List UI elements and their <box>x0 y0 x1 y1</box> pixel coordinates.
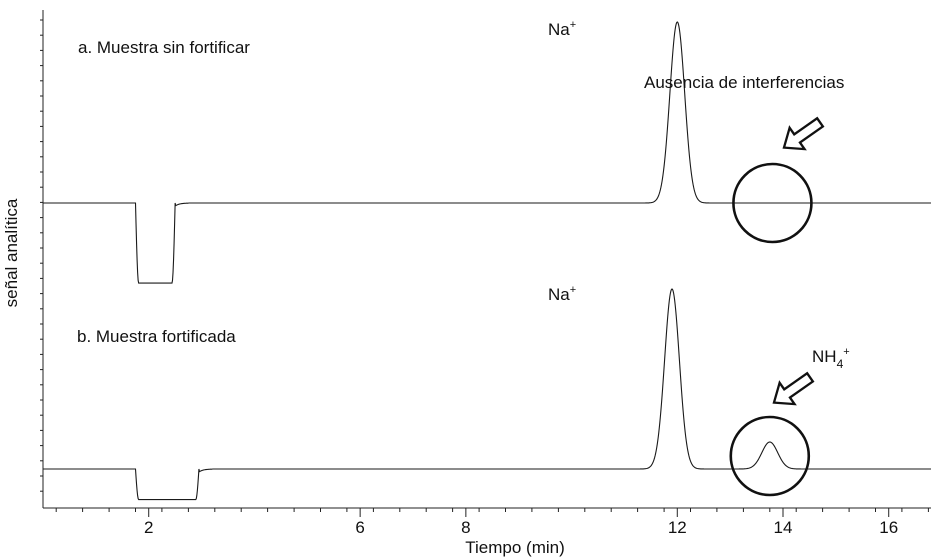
arrow-group <box>772 116 825 406</box>
x-tick-label: 12 <box>668 518 687 537</box>
pointer-arrow-b <box>772 371 815 406</box>
trace-a <box>43 21 931 284</box>
x-tick-label: 6 <box>355 518 364 537</box>
trace-b-label: b. Muestra fortificada <box>77 327 236 346</box>
peak-label-nh4: NH4+ <box>812 346 850 371</box>
highlight-circle-a <box>732 162 813 244</box>
x-tick-label: 8 <box>461 518 470 537</box>
x-tick-label: 14 <box>774 518 793 537</box>
highlight-circles <box>729 162 813 497</box>
x-tick-label: 2 <box>144 518 153 537</box>
x-axis-ticks: 2 6 8 12 14 16 <box>55 508 929 537</box>
annotation-no-interference: Ausencia de interferencias <box>644 73 844 92</box>
y-axis-title: señal analítica <box>2 198 21 307</box>
highlight-circle-b <box>729 415 811 497</box>
trace-b <box>43 288 931 501</box>
pointer-arrow-a <box>782 116 825 151</box>
y-axis-ticks <box>40 19 43 492</box>
x-tick-label: 16 <box>879 518 898 537</box>
trace-group <box>43 21 931 501</box>
trace-a-label: a. Muestra sin fortificar <box>78 38 250 57</box>
peak-label-na-a: Na+ <box>548 19 576 39</box>
peak-label-na-b: Na+ <box>548 284 576 304</box>
x-axis-title: Tiempo (min) <box>465 538 565 557</box>
